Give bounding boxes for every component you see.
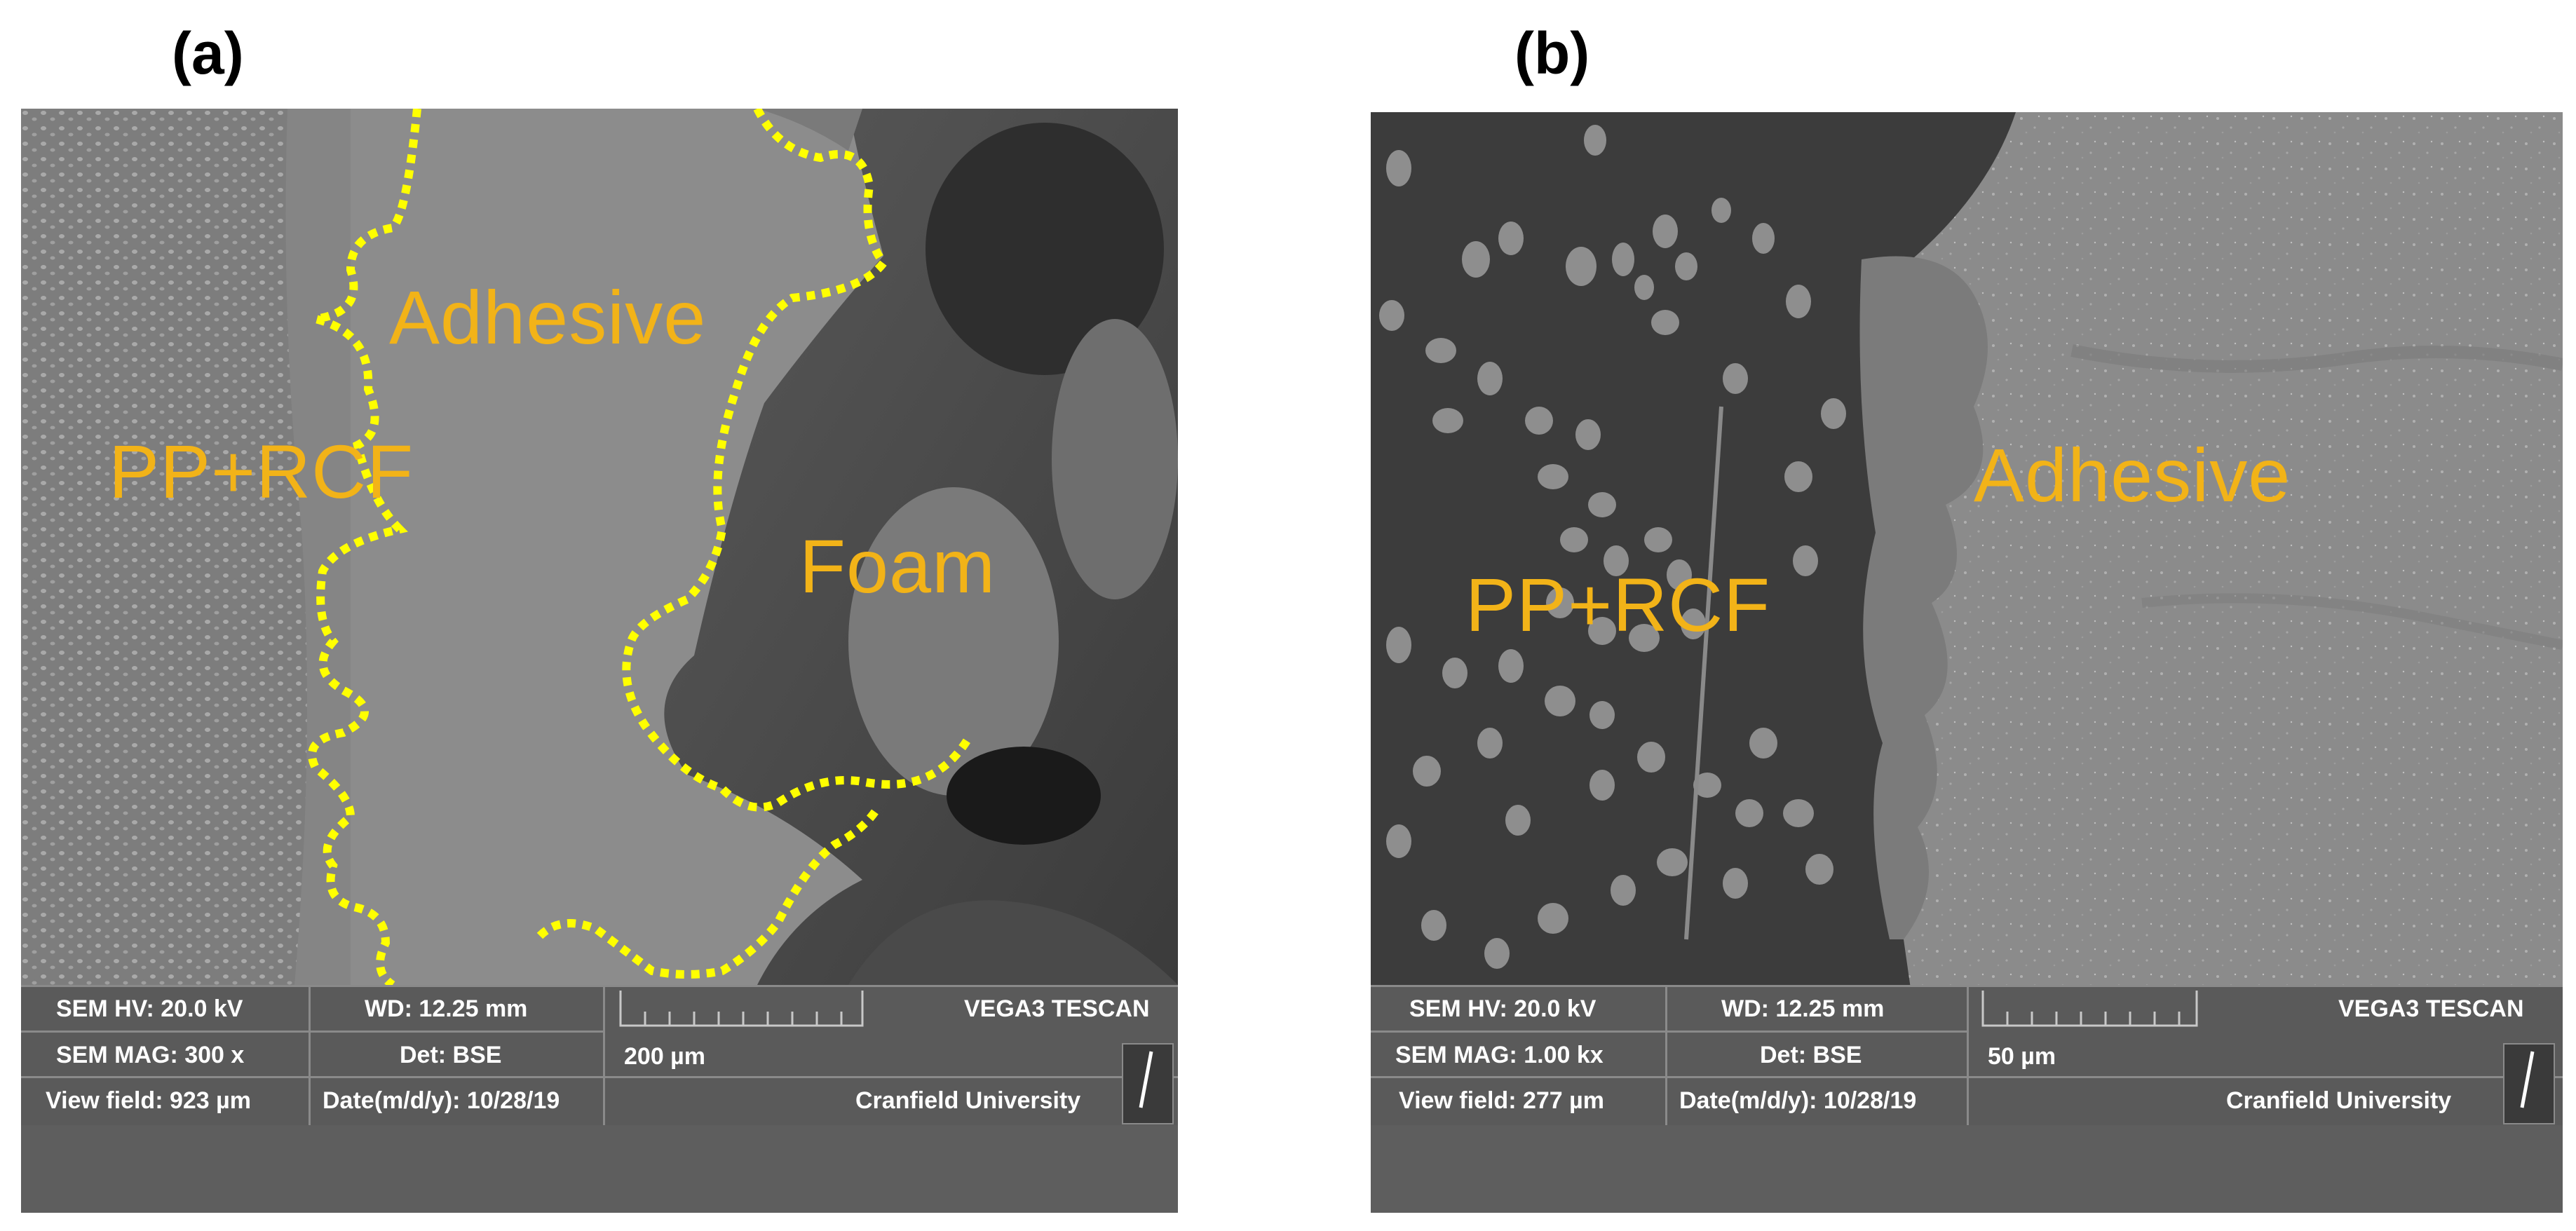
sem-organization: Cranfield University xyxy=(2226,1087,2452,1114)
sem-databar-a: SEM HV: 20.0 kV WD: 12.25 mm SEM MAG: 30… xyxy=(21,985,1178,1127)
region-label-adhesive: Adhesive xyxy=(1974,433,2291,517)
tescan-logo-icon xyxy=(1122,1043,1174,1124)
sem-footer-a xyxy=(21,1125,1178,1213)
sem-image-a: PP+RCF Adhesive Foam SEM HV: 20.0 kV WD:… xyxy=(21,109,1178,1213)
region-label-foam: Foam xyxy=(799,524,996,608)
sem-det: Det: BSE xyxy=(400,1042,502,1068)
sem-view-field: View field: 923 µm xyxy=(46,1087,251,1114)
databar-row-divider xyxy=(1371,1031,1967,1033)
sem-date: Date(m/d/y): 10/28/19 xyxy=(1679,1087,1917,1114)
region-label-adhesive: Adhesive xyxy=(389,275,707,360)
scale-bar-label: 50 µm xyxy=(1988,1043,2056,1070)
databar-col-divider xyxy=(1967,987,1969,1127)
scale-bar-label: 200 µm xyxy=(624,1043,705,1070)
databar-row-divider xyxy=(21,1031,603,1033)
panel-a-letter: (a) xyxy=(172,20,244,86)
sem-det: Det: BSE xyxy=(1760,1042,1862,1068)
sem-brand: VEGA3 TESCAN xyxy=(964,995,1150,1022)
panel-b-letter: (b) xyxy=(1514,20,1590,86)
databar-col-divider xyxy=(1665,987,1667,1127)
sem-hv: SEM HV: 20.0 kV xyxy=(1409,995,1597,1022)
sem-micrograph-b xyxy=(1371,112,2563,988)
databar-col-divider xyxy=(603,987,605,1127)
sem-micrograph-a xyxy=(21,109,1178,988)
sem-wd: WD: 12.25 mm xyxy=(1721,995,1885,1022)
scale-bar xyxy=(1981,991,2198,1027)
sem-databar-b: SEM HV: 20.0 kV WD: 12.25 mm SEM MAG: 1.… xyxy=(1371,985,2563,1127)
sem-mag: SEM MAG: 1.00 kx xyxy=(1395,1042,1604,1068)
tescan-logo-icon xyxy=(2503,1043,2555,1124)
scale-bar xyxy=(619,991,864,1027)
region-label-pp-rcf: PP+RCF xyxy=(1465,562,1771,647)
sem-wd: WD: 12.25 mm xyxy=(365,995,528,1022)
databar-col-divider xyxy=(309,987,311,1127)
sem-brand: VEGA3 TESCAN xyxy=(2338,995,2524,1022)
sem-view-field: View field: 277 µm xyxy=(1399,1087,1604,1114)
sem-footer-b xyxy=(1371,1125,2563,1213)
sem-image-b: PP+RCF Adhesive SEM HV: 20.0 kV WD: 12.2… xyxy=(1371,112,2563,1213)
sem-mag: SEM MAG: 300 x xyxy=(56,1042,245,1068)
sem-hv: SEM HV: 20.0 kV xyxy=(56,995,243,1022)
sem-organization: Cranfield University xyxy=(855,1087,1081,1114)
region-label-pp-rcf: PP+RCF xyxy=(109,429,414,514)
databar-row-divider xyxy=(21,1076,1178,1078)
sem-date: Date(m/d/y): 10/28/19 xyxy=(323,1087,560,1114)
